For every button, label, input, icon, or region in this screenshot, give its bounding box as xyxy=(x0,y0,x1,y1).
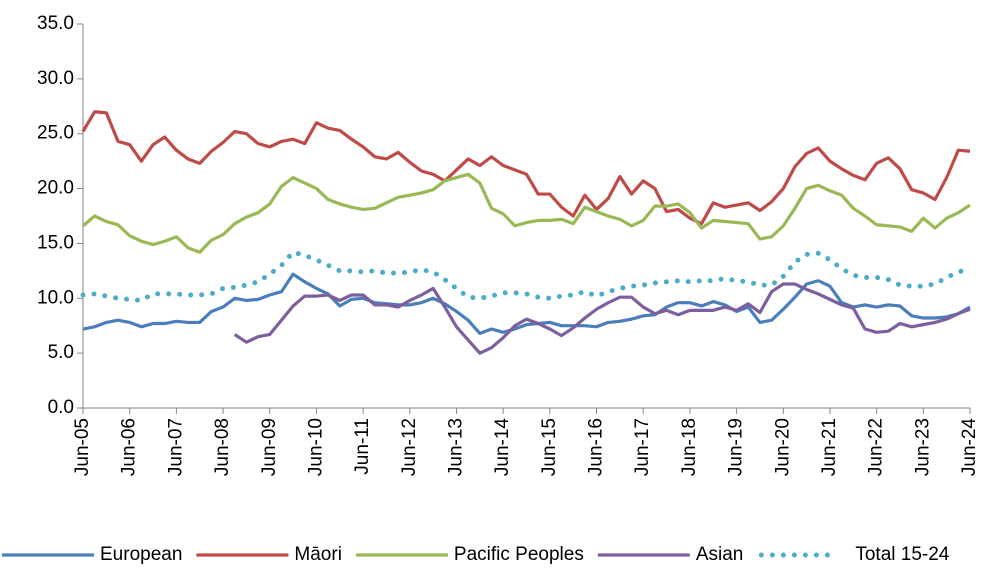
y-tick-label: 20.0 xyxy=(37,178,74,199)
x-tick-label: Jun-10 xyxy=(305,418,326,476)
x-tick-label: Jun-11 xyxy=(352,418,373,475)
data-line xyxy=(80,249,973,303)
legend-label: Total 15-24 xyxy=(855,544,949,565)
x-tick-label: Jun-24 xyxy=(959,418,980,477)
x-tick-label: Jun-12 xyxy=(399,418,420,476)
data-line xyxy=(233,282,971,355)
data-line xyxy=(81,110,971,226)
legend-label: Asian xyxy=(696,544,744,565)
x-tick-label: Jun-19 xyxy=(726,418,747,476)
y-tick-label: 25.0 xyxy=(37,123,74,144)
legend-label: European xyxy=(100,544,182,565)
x-tick-label: Jun-09 xyxy=(259,418,280,476)
y-tick-label: 5.0 xyxy=(48,342,74,363)
y-tick-label: 10.0 xyxy=(37,287,74,308)
x-tick-label: Jun-20 xyxy=(772,418,793,476)
legend-label: Māori xyxy=(294,544,342,565)
y-tick-label: 0.0 xyxy=(48,397,74,418)
y-tick-label: 30.0 xyxy=(37,68,74,89)
y-tick-label: 35.0 xyxy=(37,13,74,34)
x-tick-label: Jun-18 xyxy=(679,418,700,476)
x-tick-label: Jun-21 xyxy=(819,418,840,476)
x-tick-label: Jun-22 xyxy=(866,418,887,476)
x-tick-label: Jun-23 xyxy=(912,418,933,476)
x-tick-label: Jun-15 xyxy=(539,418,560,476)
x-tick-label: Jun-16 xyxy=(586,418,607,476)
y-tick-label: 15.0 xyxy=(37,232,74,253)
x-tick-label: Jun-06 xyxy=(119,418,140,476)
x-tick-label: Jun-05 xyxy=(72,418,93,476)
x-tick-label: Jun-07 xyxy=(165,418,186,476)
x-tick-label: Jun-14 xyxy=(492,418,513,477)
data-line xyxy=(81,172,971,254)
legend-label: Pacific Peoples xyxy=(454,544,584,565)
x-tick-label: Jun-17 xyxy=(632,418,653,476)
x-tick-label: Jun-13 xyxy=(445,418,466,476)
x-tick-label: Jun-08 xyxy=(212,418,233,476)
data-line xyxy=(82,272,971,335)
